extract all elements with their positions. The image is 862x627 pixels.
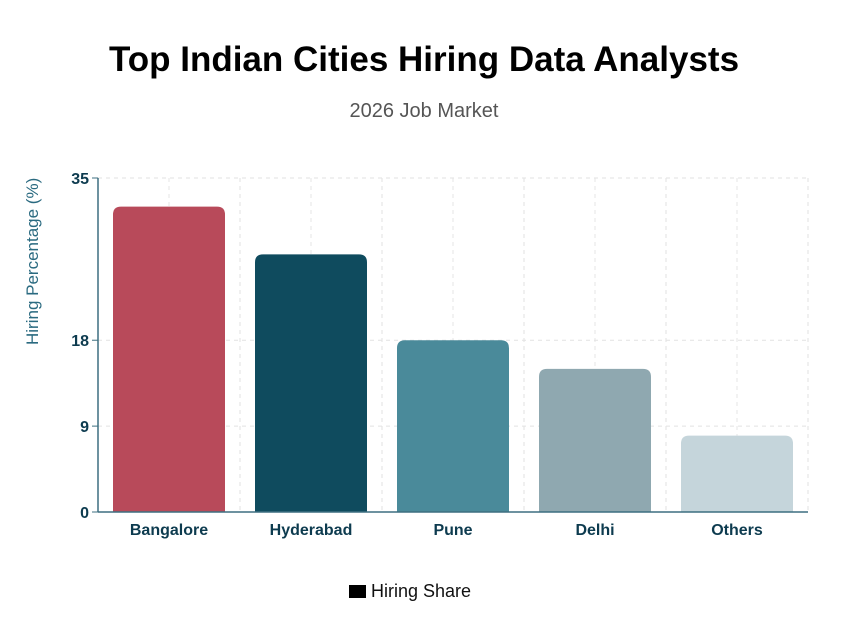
- chart-subtitle: 2026 Job Market: [349, 100, 499, 122]
- bar-delhi: [539, 368, 651, 512]
- legend-label: Hiring Share: [370, 581, 472, 601]
- x-tick-label: Bangalore: [130, 522, 208, 539]
- y-axis-label: Hiring Percentage (%): [23, 178, 42, 345]
- x-tick-label: Others: [711, 522, 763, 539]
- bar-hyderabad: [255, 254, 367, 513]
- chart-title: Top Indian Cities Hiring Data Analysts: [108, 40, 740, 79]
- bar-pune: [397, 340, 509, 512]
- x-tick-label: Pune: [433, 522, 472, 539]
- bar-bangalore: [113, 206, 225, 512]
- x-tick-label: Hyderabad: [270, 522, 353, 539]
- x-tick-label: Delhi: [575, 522, 614, 539]
- y-tick-label: 18: [71, 333, 89, 350]
- legend: Hiring Share: [0, 581, 820, 602]
- y-tick-label: 9: [80, 419, 89, 436]
- bar-others: [681, 435, 793, 512]
- y-tick-label: 35: [71, 171, 89, 188]
- legend-swatch: [348, 585, 366, 598]
- y-tick-label: 0: [80, 505, 89, 522]
